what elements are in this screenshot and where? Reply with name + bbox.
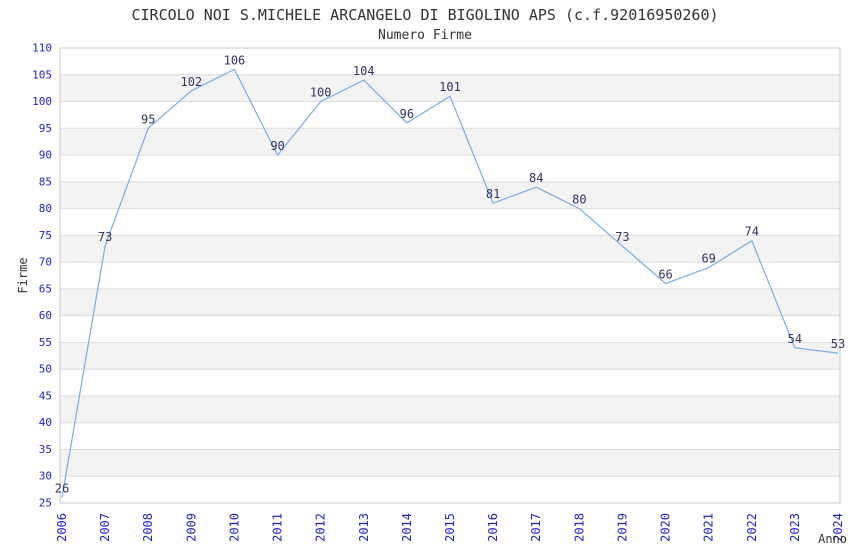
y-tick-label: 75 — [39, 229, 52, 242]
data-label: 80 — [572, 193, 586, 207]
data-label: 100 — [310, 86, 332, 100]
x-tick-label: 2010 — [227, 513, 241, 542]
plot-band — [60, 181, 840, 209]
x-tick-label: 2011 — [271, 513, 285, 542]
data-label: 69 — [701, 251, 715, 265]
y-tick-label: 95 — [39, 122, 52, 135]
x-tick-label: 2020 — [659, 513, 673, 542]
plot-band — [60, 235, 840, 263]
x-tick-label: 2009 — [184, 513, 198, 542]
data-label: 95 — [141, 112, 155, 126]
y-tick-label: 70 — [39, 256, 52, 269]
x-tick-label: 2014 — [400, 513, 414, 542]
y-tick-label: 55 — [39, 336, 52, 349]
plot-band — [60, 342, 840, 370]
data-label: 84 — [529, 171, 543, 185]
data-label: 54 — [788, 332, 802, 346]
y-tick-label: 80 — [39, 202, 52, 215]
y-tick-label: 60 — [39, 309, 52, 322]
y-tick-label: 105 — [32, 68, 52, 81]
y-tick-label: 65 — [39, 282, 52, 295]
plot-band — [60, 288, 840, 316]
y-tick-label: 40 — [39, 416, 52, 429]
data-label: 74 — [745, 225, 759, 239]
y-tick-label: 30 — [39, 470, 52, 483]
plot-border — [59, 47, 841, 504]
y-tick-label: 85 — [39, 175, 52, 188]
data-label: 66 — [658, 268, 672, 282]
x-tick-label: 2021 — [702, 513, 716, 542]
x-tick-label: 2015 — [443, 513, 457, 542]
y-tick-label: 90 — [39, 149, 52, 162]
data-label: 73 — [615, 230, 629, 244]
x-tick-label: 2012 — [314, 513, 328, 542]
y-tick-label: 110 — [32, 42, 52, 55]
x-tick-label: 2018 — [572, 513, 586, 542]
data-label: 26 — [55, 482, 69, 496]
plot-band — [60, 449, 840, 477]
chart-title: CIRCOLO NOI S.MICHELE ARCANGELO DI BIGOL… — [131, 6, 719, 24]
data-label: 90 — [270, 139, 284, 153]
data-label: 53 — [831, 337, 845, 351]
line-series — [61, 68, 839, 498]
y-tick-label: 50 — [39, 363, 52, 376]
x-tick-label: 2007 — [98, 513, 112, 542]
y-tick-label: 100 — [32, 95, 52, 108]
y-axis-label: Firme — [16, 257, 30, 293]
x-tick-label: 2008 — [141, 513, 155, 542]
y-tick-label: 45 — [39, 389, 52, 402]
data-label: 106 — [224, 53, 246, 67]
data-label: 101 — [439, 80, 461, 94]
y-tick-label: 25 — [39, 497, 52, 510]
plot-band — [60, 128, 840, 156]
x-tick-label: 2022 — [745, 513, 759, 542]
plot-band — [60, 395, 840, 423]
x-tick-label: 2013 — [357, 513, 371, 542]
x-tick-label: 2023 — [788, 513, 802, 542]
chart-subtitle: Numero Firme — [378, 28, 472, 43]
data-label: 104 — [353, 64, 375, 78]
data-label: 81 — [486, 187, 500, 201]
x-tick-label: 2017 — [529, 513, 543, 542]
x-tick-label: 2019 — [615, 513, 629, 542]
x-tick-label: 2024 — [831, 513, 845, 542]
data-label: 96 — [400, 107, 414, 121]
y-tick-label: 35 — [39, 443, 52, 456]
x-axis-label: Anno — [818, 532, 847, 546]
data-label: 73 — [98, 230, 112, 244]
x-tick-label: 2006 — [55, 513, 69, 542]
data-label: 102 — [180, 75, 202, 89]
x-tick-label: 2016 — [486, 513, 500, 542]
